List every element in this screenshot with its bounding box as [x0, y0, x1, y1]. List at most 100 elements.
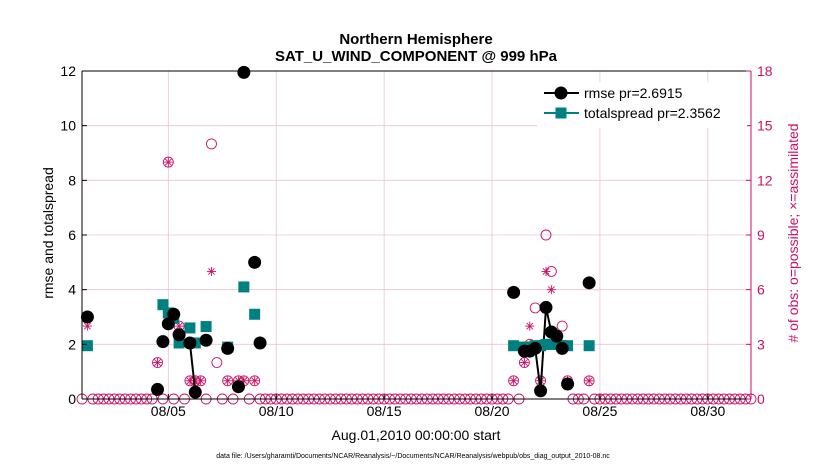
- obs-assimilated-marker: [541, 266, 551, 276]
- x-tick-label: 08/20: [475, 403, 510, 419]
- rmse-point: [172, 328, 186, 342]
- obs-possible-marker: [556, 320, 568, 332]
- y-tick-label-left: 8: [68, 172, 76, 188]
- rmse-point: [248, 255, 262, 269]
- rmse-point: [231, 380, 245, 394]
- asterisk-stroke: [510, 377, 518, 385]
- y-tick-label-right: 15: [757, 118, 773, 134]
- spread-point: [200, 321, 212, 333]
- rmse-point: [555, 341, 569, 355]
- obs-assimilated-marker: [519, 358, 529, 368]
- obs-possible-marker: [508, 375, 520, 387]
- rmse-point: [539, 300, 553, 314]
- asterisk-stroke: [251, 377, 259, 385]
- obs-possible-marker: [162, 156, 174, 168]
- asterisk-stroke: [186, 377, 194, 385]
- rmse-point: [167, 307, 181, 321]
- rmse-point: [550, 329, 564, 343]
- obs-possible-marker: [206, 138, 217, 150]
- chart-title-line1: Northern Hemisphere: [339, 31, 492, 48]
- asterisk-stroke: [585, 377, 593, 385]
- spread-point: [157, 299, 169, 311]
- legend-rmse-marker: [554, 86, 568, 100]
- y-tick-label-right: 3: [757, 336, 765, 352]
- y-tick-label-left: 6: [68, 227, 76, 243]
- y-tick-label-right: 0: [757, 391, 765, 407]
- rmse-point: [253, 336, 267, 350]
- obs-assimilated-marker: [223, 376, 233, 386]
- spread-point: [81, 340, 93, 352]
- obs-assimilated-marker: [153, 358, 163, 368]
- obs-assimilated-marker: [525, 321, 535, 331]
- rmse-point: [199, 333, 213, 347]
- spread-point: [238, 281, 250, 293]
- y-tick-label-left: 4: [68, 282, 76, 298]
- asterisk-stroke: [520, 359, 528, 367]
- x-tick-label: 08/15: [367, 403, 402, 419]
- asterisk-stroke: [83, 322, 91, 330]
- rmse-point: [237, 65, 251, 79]
- asterisk-stroke: [542, 267, 550, 275]
- rmse-line-segment: [188, 342, 197, 393]
- y-tick-label-right: 9: [757, 227, 765, 243]
- obs-assimilated-marker: [196, 376, 206, 386]
- x-tick-label: 08/10: [259, 403, 294, 419]
- legend-spread-label: totalspread pr=2.3562: [584, 105, 721, 121]
- y-tick-label-right: 12: [757, 172, 773, 188]
- legend-box: [537, 82, 747, 128]
- obs-possible-marker: [583, 375, 595, 387]
- x-tick-label: 08/30: [690, 403, 725, 419]
- y-tick-label-left: 10: [60, 118, 76, 134]
- x-tick-label: 08/05: [151, 403, 186, 419]
- y-tick-label-left: 2: [68, 336, 76, 352]
- obs-possible-marker: [540, 229, 552, 241]
- rmse-point: [221, 341, 235, 355]
- spread-point: [173, 337, 185, 349]
- axes: 0 2 4 6 8 10 12 0 3 6 9 12 15 18 08/05 08/10 08/15 08/20 0…: [60, 63, 772, 419]
- rmse-point: [582, 276, 596, 290]
- obs-assimilated-marker: [250, 376, 260, 386]
- asterisk-stroke: [191, 377, 199, 385]
- legend-spread-marker: [555, 107, 567, 119]
- y-tick-label-right: 6: [757, 282, 765, 298]
- obs-possible-marker: [211, 357, 223, 369]
- rmse-point: [151, 382, 165, 396]
- obs-possible-marker: [152, 357, 163, 369]
- asterisk-stroke: [175, 322, 183, 330]
- spread-point: [508, 340, 520, 352]
- obs-assimilated-marker: [584, 376, 594, 386]
- asterisk-stroke: [547, 286, 555, 294]
- spread-point: [583, 340, 595, 352]
- asterisk-stroke: [197, 377, 205, 385]
- rmse-point: [80, 310, 94, 324]
- y-tick-label-left: 0: [68, 391, 76, 407]
- asterisk-stroke: [164, 158, 172, 166]
- legend-rmse-label: rmse pr=2.6915: [584, 85, 683, 101]
- grid: [82, 71, 751, 399]
- spread-point: [184, 322, 196, 334]
- rmse-point: [183, 336, 197, 350]
- obs-assimilated-marker: [509, 376, 519, 386]
- rmse-point: [188, 385, 202, 399]
- rmse-point: [561, 377, 575, 391]
- x-tick-label: 08/25: [582, 403, 617, 419]
- rmse-point: [534, 384, 548, 398]
- legend: rmse pr=2.6915 totalspread pr=2.3562: [537, 82, 747, 128]
- obs-assimilated-marker: [163, 157, 173, 167]
- y-tick-label-right: 18: [757, 63, 773, 79]
- series-markers: [80, 65, 596, 399]
- rmse-point: [156, 335, 170, 349]
- obs-assimilated-marker: [206, 266, 216, 276]
- spread-point: [249, 308, 261, 320]
- chart-title-line2: SAT_U_WIND_COMPONENT @ 999 hPa: [275, 48, 558, 65]
- obs-assimilated-marker: [546, 285, 556, 295]
- obs-possible-marker: [249, 375, 261, 387]
- asterisk-stroke: [154, 359, 162, 367]
- asterisk-stroke: [208, 267, 215, 275]
- rmse-point: [507, 285, 521, 299]
- y-axis-label-right: # of obs: o=possible; ×=assimilated: [785, 123, 801, 342]
- asterisk-stroke: [224, 377, 232, 385]
- rmse-point: [528, 341, 542, 355]
- rmse-point: [161, 317, 175, 331]
